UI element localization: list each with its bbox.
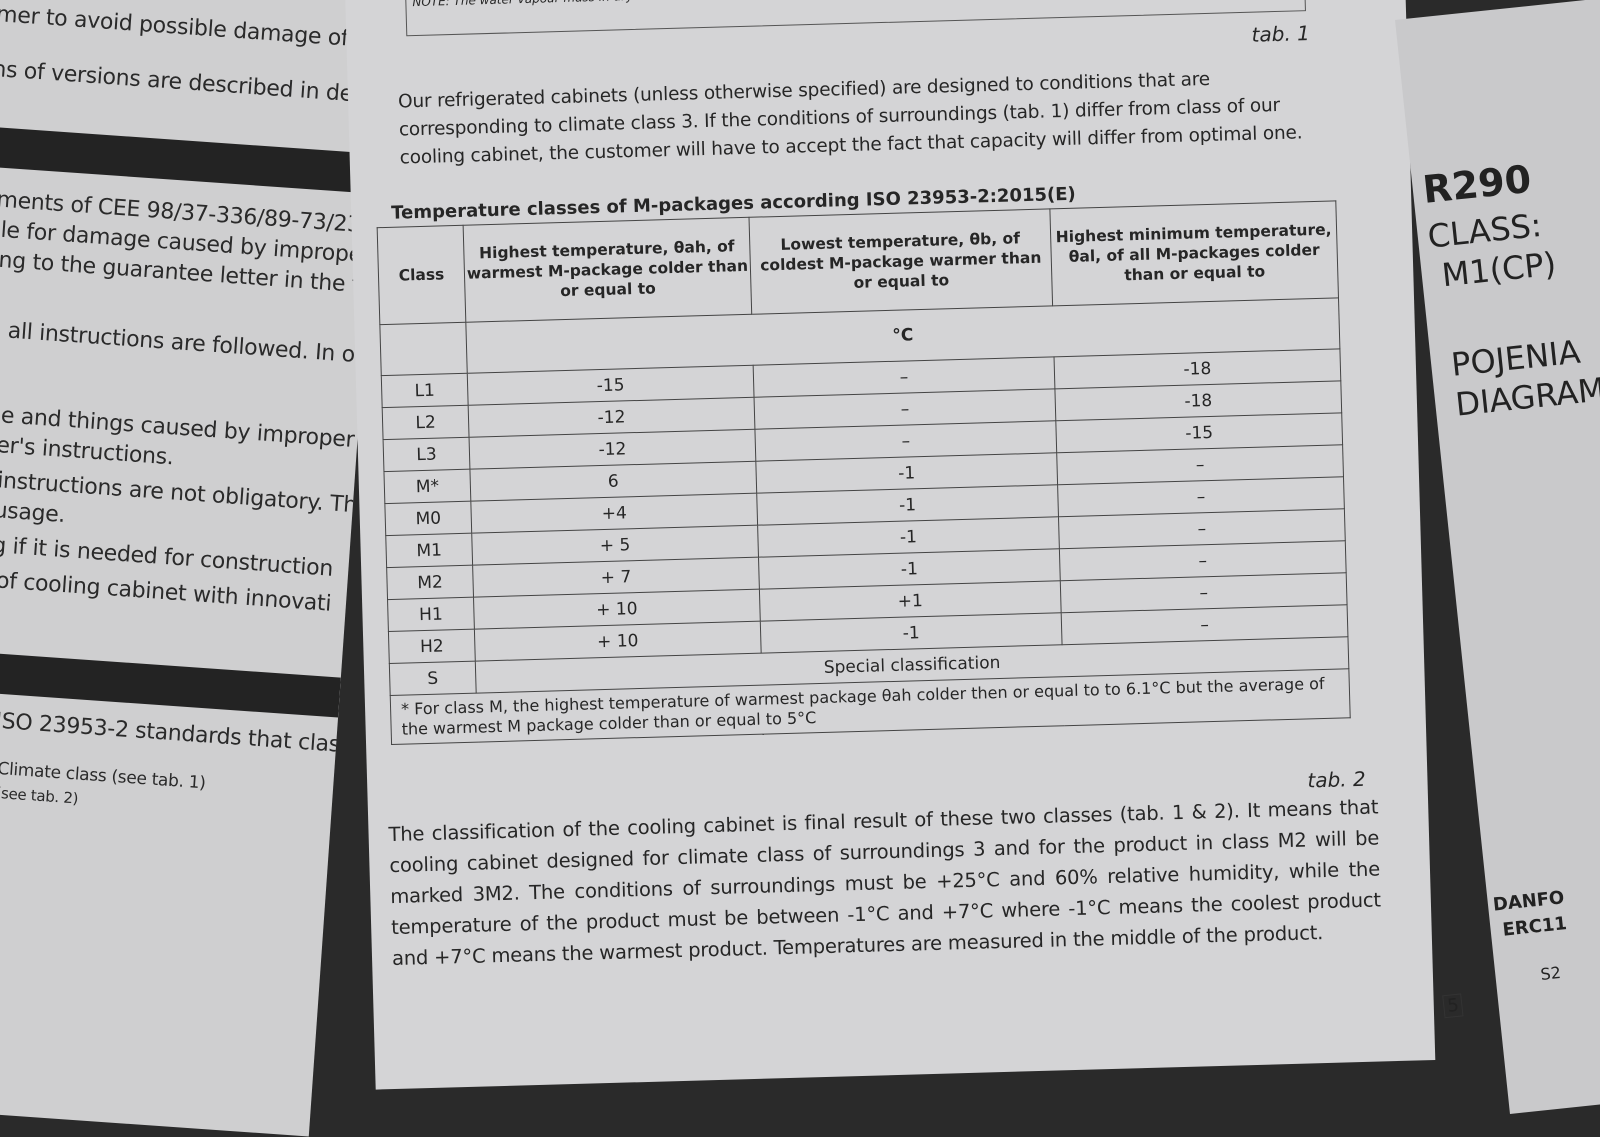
cell-class: L1	[381, 373, 469, 408]
header-highest: Highest temperature, θah, of warmest M-p…	[463, 217, 752, 323]
cell-class: L2	[382, 405, 470, 440]
cell-class: L3	[383, 437, 470, 472]
text-line: 5	[1442, 993, 1464, 1019]
cell-class: M0	[384, 501, 472, 536]
section-bar	[0, 648, 341, 718]
tab1-label: tab. 1	[1251, 21, 1311, 47]
cell-class: H2	[388, 629, 476, 664]
conclusion-paragraph: The classification of the cooling cabine…	[388, 795, 1382, 971]
section-bar	[0, 124, 378, 194]
text-line: ERC11	[1501, 913, 1568, 941]
text-line: S2	[1539, 962, 1562, 984]
cell-class: M2	[386, 565, 474, 600]
tab2-label: tab. 2	[1307, 766, 1366, 793]
text-line: ns of versions are described in detail i…	[0, 56, 389, 112]
text-line: DANFO	[1491, 887, 1566, 916]
header-highest-min: Highest minimum temperature, θal, of all…	[1049, 200, 1339, 306]
special-class: S	[389, 661, 477, 696]
cell-class: M1	[385, 533, 473, 568]
cell-class: M*	[383, 469, 471, 504]
text-line: its usage.	[0, 496, 66, 528]
header-class: Class	[377, 225, 466, 325]
header-lowest: Lowest temperature, θb, of coldest M-pac…	[749, 208, 1053, 315]
cell-class: H1	[387, 597, 475, 632]
text-line: e class (see tab. 2)	[0, 780, 79, 808]
main-page: NOTE: The water vapour mass in dry air i…	[345, 0, 1436, 1090]
intro-paragraph: Our refrigerated cabinets (unless otherw…	[397, 68, 1303, 169]
text-line: R290	[1420, 156, 1534, 212]
text-line: en all instructions are followed. In oth…	[0, 316, 389, 371]
temperature-classes-table: Class Highest temperature, θah, of warme…	[377, 200, 1351, 745]
note-box: NOTE: The water vapour mass in dry air i…	[404, 0, 1306, 37]
left-page: mer to avoid possible damage of ns of ve…	[0, 0, 389, 1137]
text-line: mer to avoid possible damage of	[0, 1, 350, 52]
